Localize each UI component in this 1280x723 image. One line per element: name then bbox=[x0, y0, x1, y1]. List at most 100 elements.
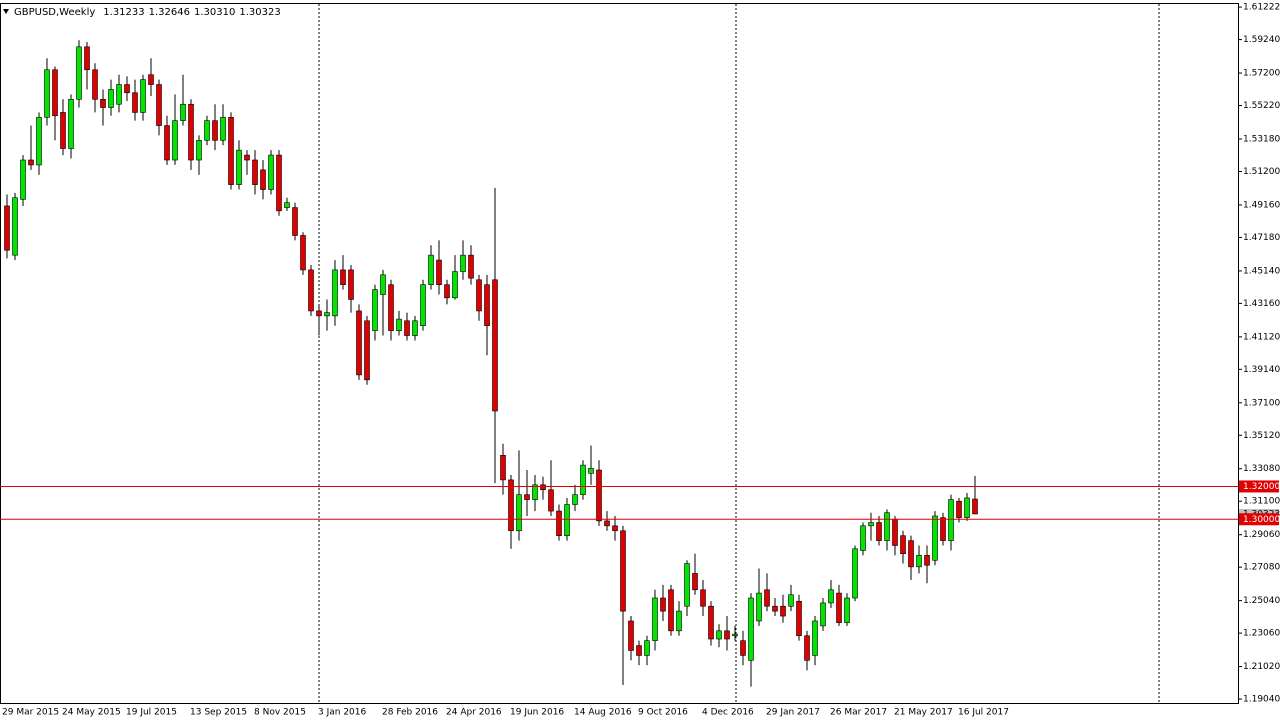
candle-body bbox=[964, 497, 970, 518]
candle-body bbox=[84, 46, 90, 71]
candle-body bbox=[788, 594, 794, 607]
candle-body bbox=[364, 320, 370, 381]
candle-body bbox=[252, 159, 258, 185]
candle-body bbox=[108, 89, 114, 108]
candle-body bbox=[156, 84, 162, 126]
low-value: 1.30310 bbox=[194, 7, 235, 18]
x-tick-label: 14 Aug 2016 bbox=[574, 708, 632, 718]
candle-body bbox=[660, 597, 666, 612]
candle-body bbox=[572, 494, 578, 505]
candle-body bbox=[52, 69, 58, 117]
candle-body bbox=[28, 159, 34, 166]
candle-body bbox=[484, 284, 490, 326]
candle-body bbox=[300, 235, 306, 271]
candle-body bbox=[268, 154, 274, 190]
candle-body bbox=[44, 69, 50, 118]
candle-body bbox=[332, 269, 338, 317]
chart-title: GBPUSD,Weekly bbox=[14, 7, 95, 18]
candle-body bbox=[380, 274, 386, 295]
candle-body bbox=[220, 117, 226, 141]
y-tick-label: 1.45140 bbox=[1243, 266, 1280, 276]
candle-body bbox=[452, 271, 458, 299]
candle-body bbox=[708, 605, 714, 640]
candle-body bbox=[540, 484, 546, 491]
candle-body bbox=[236, 149, 242, 185]
candle-body bbox=[292, 207, 298, 236]
candle-body bbox=[692, 573, 698, 591]
y-tick-label: 1.49160 bbox=[1243, 200, 1280, 210]
x-tick-label: 29 Jan 2017 bbox=[766, 708, 820, 718]
candle-body bbox=[284, 202, 290, 208]
y-tick-label: 1.19040 bbox=[1243, 695, 1280, 705]
candle-body bbox=[60, 112, 66, 149]
candle-body bbox=[740, 640, 746, 656]
candle-body bbox=[860, 525, 866, 551]
candle-body bbox=[628, 620, 634, 651]
candle-body bbox=[564, 504, 570, 536]
candle-body bbox=[180, 103, 186, 121]
candle-body bbox=[884, 512, 890, 541]
candle-body bbox=[420, 284, 426, 326]
candle-body bbox=[516, 494, 522, 532]
y-tick-label: 1.21020 bbox=[1243, 662, 1280, 672]
x-tick-label: 29 Mar 2015 bbox=[2, 708, 59, 718]
candle-body bbox=[396, 318, 402, 331]
candle-body bbox=[932, 515, 938, 561]
close-value: 1.30323 bbox=[239, 7, 280, 18]
y-tick-label: 1.25040 bbox=[1243, 596, 1280, 606]
x-tick-label: 21 May 2017 bbox=[894, 708, 953, 718]
y-tick-label: 1.29060 bbox=[1243, 530, 1280, 540]
candle-body bbox=[948, 499, 954, 541]
y-tick-label: 1.39140 bbox=[1243, 365, 1280, 375]
candle-body bbox=[308, 269, 314, 312]
candle-body bbox=[404, 320, 410, 336]
symbol-icon bbox=[3, 9, 9, 14]
candle-body bbox=[324, 312, 330, 317]
candle-body bbox=[436, 259, 442, 285]
candle-body bbox=[204, 120, 210, 141]
candle-body bbox=[116, 84, 122, 105]
y-tick-label: 1.43160 bbox=[1243, 299, 1280, 309]
y-tick-label: 1.35120 bbox=[1243, 431, 1280, 441]
candle-body bbox=[356, 310, 362, 376]
candle-body bbox=[780, 605, 786, 617]
candle-body bbox=[764, 589, 770, 607]
candle-body bbox=[620, 530, 626, 612]
candle-body bbox=[492, 279, 498, 412]
candle-body bbox=[972, 498, 978, 515]
candle-body bbox=[100, 99, 106, 108]
candle-body bbox=[820, 602, 826, 627]
candle-body bbox=[372, 289, 378, 331]
candle-body bbox=[836, 592, 842, 623]
candle-body bbox=[876, 522, 882, 541]
y-tick-label: 1.47180 bbox=[1243, 233, 1280, 243]
candle-body bbox=[916, 555, 922, 568]
candle-body bbox=[244, 154, 250, 161]
candle-body bbox=[196, 140, 202, 161]
candle-body bbox=[412, 320, 418, 336]
candle-body bbox=[500, 454, 506, 481]
candle-body bbox=[140, 79, 146, 113]
candle-body bbox=[532, 484, 538, 500]
candle-body bbox=[724, 630, 730, 640]
x-tick-label: 19 Jun 2016 bbox=[510, 708, 564, 718]
candle-body bbox=[36, 117, 42, 166]
x-tick-label: 19 Jul 2015 bbox=[126, 708, 177, 718]
candle-body bbox=[748, 597, 754, 661]
level-label: 1.32000 bbox=[1243, 482, 1280, 492]
candle-body bbox=[676, 610, 682, 632]
x-tick-label: 28 Feb 2016 bbox=[382, 708, 438, 718]
candle-body bbox=[388, 284, 394, 331]
candle-body bbox=[92, 69, 98, 100]
candle-body bbox=[796, 600, 802, 637]
candle-body bbox=[68, 99, 74, 149]
plot-frame bbox=[0, 3, 1239, 704]
candle-body bbox=[524, 494, 530, 500]
candle-body bbox=[20, 159, 26, 200]
candle-body bbox=[348, 269, 354, 300]
candle-body bbox=[588, 468, 594, 474]
candle-body bbox=[924, 555, 930, 566]
candle-body bbox=[76, 46, 82, 100]
candle-body bbox=[668, 589, 674, 632]
